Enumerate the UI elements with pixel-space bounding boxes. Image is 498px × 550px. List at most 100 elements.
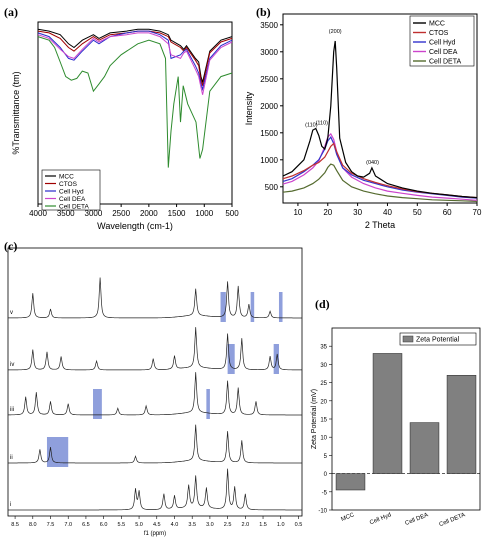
legend-label-a: Cell DEA <box>59 196 86 203</box>
y-tick-label-d: 20 <box>320 399 327 405</box>
x-tick-label-c: 8.5 <box>11 522 19 528</box>
trace-label-c: i <box>10 502 11 508</box>
bar-d <box>372 353 403 474</box>
category-label-d: Cell DETA <box>438 512 466 528</box>
y-tick-label-d: 5 <box>324 454 328 460</box>
legend-label-b: Cell DETA <box>429 59 461 66</box>
bar-d <box>335 473 366 491</box>
x-axis-label-c: f1 (ppm) <box>144 531 166 537</box>
series-line-b <box>282 132 478 201</box>
legend-swatch-d <box>402 335 414 343</box>
legend-label-a: MCC <box>59 173 74 180</box>
y-tick-label-d: -5 <box>322 490 328 496</box>
plot-frame-a <box>37 21 233 205</box>
x-tick-label-a: 1000 <box>195 209 213 218</box>
x-tick-label-b: 70 <box>473 208 482 217</box>
series-line-b <box>282 40 478 199</box>
x-tick-label-a: 2500 <box>112 209 130 218</box>
legend-label-a: CTOS <box>59 181 78 188</box>
x-tick-label-c: 6.5 <box>82 522 90 528</box>
highlight-box-c <box>250 292 255 322</box>
x-tick-label-b: 40 <box>383 208 392 217</box>
x-tick-label-c: 4.5 <box>153 522 161 528</box>
x-tick-label-c: 1.0 <box>277 522 285 528</box>
bar-d <box>409 422 440 474</box>
x-axis-label-b: 2 Theta <box>365 220 395 230</box>
plot-frame-b <box>282 13 478 204</box>
y-tick-label-d: -10 <box>318 509 327 515</box>
legend-label-b: CTOS <box>429 30 449 37</box>
x-tick-label-c: 5.0 <box>135 522 143 528</box>
peak-annotation-b: (040) <box>366 160 379 166</box>
x-tick-label-c: 7.0 <box>64 522 72 528</box>
series-line-a <box>37 32 233 95</box>
x-tick-label-c: 2.5 <box>224 522 232 528</box>
x-tick-label-a: 4000 <box>29 209 47 218</box>
highlight-box-c <box>206 389 210 419</box>
x-tick-label-c: 2.0 <box>241 522 249 528</box>
y-tick-label-d: 35 <box>320 345 327 351</box>
plot-frame-c <box>7 247 303 517</box>
legend-label-b: Cell DEA <box>429 49 458 56</box>
y-axis-label-b: Intensity <box>244 91 254 125</box>
x-tick-label-b: 60 <box>443 208 452 217</box>
peak-annotation-b: (200) <box>329 29 342 35</box>
x-tick-label-c: 3.5 <box>188 522 196 528</box>
panel-label-d: (d) <box>315 297 330 311</box>
x-tick-label-b: 30 <box>353 208 362 217</box>
peak-annotation-b: (110) <box>316 121 329 127</box>
legend-box-a <box>41 169 101 211</box>
legend-label-d: Zeta Potential <box>416 337 460 344</box>
y-tick-label-b: 1500 <box>260 129 278 138</box>
panel-label-c: (c) <box>4 239 17 253</box>
series-line-a <box>37 30 233 86</box>
peak-annotation-b: (110) <box>305 122 318 128</box>
highlight-box-c <box>220 292 226 322</box>
category-label-d: Cell Hyd <box>369 512 392 526</box>
legend-label-b: MCC <box>429 21 445 28</box>
highlight-box-c <box>278 292 283 322</box>
y-tick-label-d: 10 <box>320 436 327 442</box>
x-tick-label-c: 8.0 <box>29 522 37 528</box>
y-tick-label-b: 2500 <box>260 75 278 84</box>
y-tick-label-d: 0 <box>324 472 328 478</box>
highlight-box-c <box>93 389 102 419</box>
x-tick-label-c: 5.5 <box>118 522 126 528</box>
trace-label-c: ii <box>10 455 13 461</box>
y-axis-label-a: %Transmittance (tm) <box>11 71 21 154</box>
nmr-trace-c <box>8 424 302 464</box>
y-tick-label-d: 15 <box>320 418 327 424</box>
x-tick-label-b: 50 <box>413 208 422 217</box>
panel-b: (b) 10 20 30 40 50 60 70 500 1000 1500 2000 2500 3000… <box>244 5 482 230</box>
y-tick-label-b: 500 <box>265 183 279 192</box>
panel-label-a: (a) <box>4 5 18 19</box>
x-tick-label-c: 3.0 <box>206 522 214 528</box>
y-axis-label-d: Zeta Potential (mV) <box>311 389 318 449</box>
y-tick-label-b: 2000 <box>260 102 278 111</box>
legend-label-a: Cell Hyd <box>59 188 84 195</box>
y-tick-label-d: 25 <box>320 381 327 387</box>
x-tick-label-a: 1500 <box>168 209 186 218</box>
series-line-a <box>37 36 233 168</box>
series-line-b <box>282 163 478 202</box>
y-tick-label-b: 3500 <box>260 21 278 30</box>
trace-label-c: iv <box>10 362 14 368</box>
series-line-a <box>37 28 233 85</box>
highlight-box-c <box>227 344 235 374</box>
x-tick-label-a: 2000 <box>140 209 158 218</box>
trace-label-c: v <box>10 310 13 316</box>
category-label-d: Cell DEA <box>404 512 429 527</box>
panel-d: (d) -10 -5 0 5 10 15 20 25 30 35 Zeta Potential (mV… <box>311 297 481 528</box>
x-tick-label-c: 4.0 <box>171 522 179 528</box>
nmr-trace-c <box>8 468 302 511</box>
y-tick-label-b: 3000 <box>260 48 278 57</box>
nmr-trace-c <box>8 372 302 416</box>
x-tick-label-c: 6.0 <box>100 522 108 528</box>
x-tick-label-c: 1.5 <box>259 522 267 528</box>
panel-label-b: (b) <box>256 5 271 19</box>
x-tick-label-a: 500 <box>225 209 239 218</box>
bar-d <box>446 375 477 474</box>
category-label-d: MCC <box>340 512 356 523</box>
